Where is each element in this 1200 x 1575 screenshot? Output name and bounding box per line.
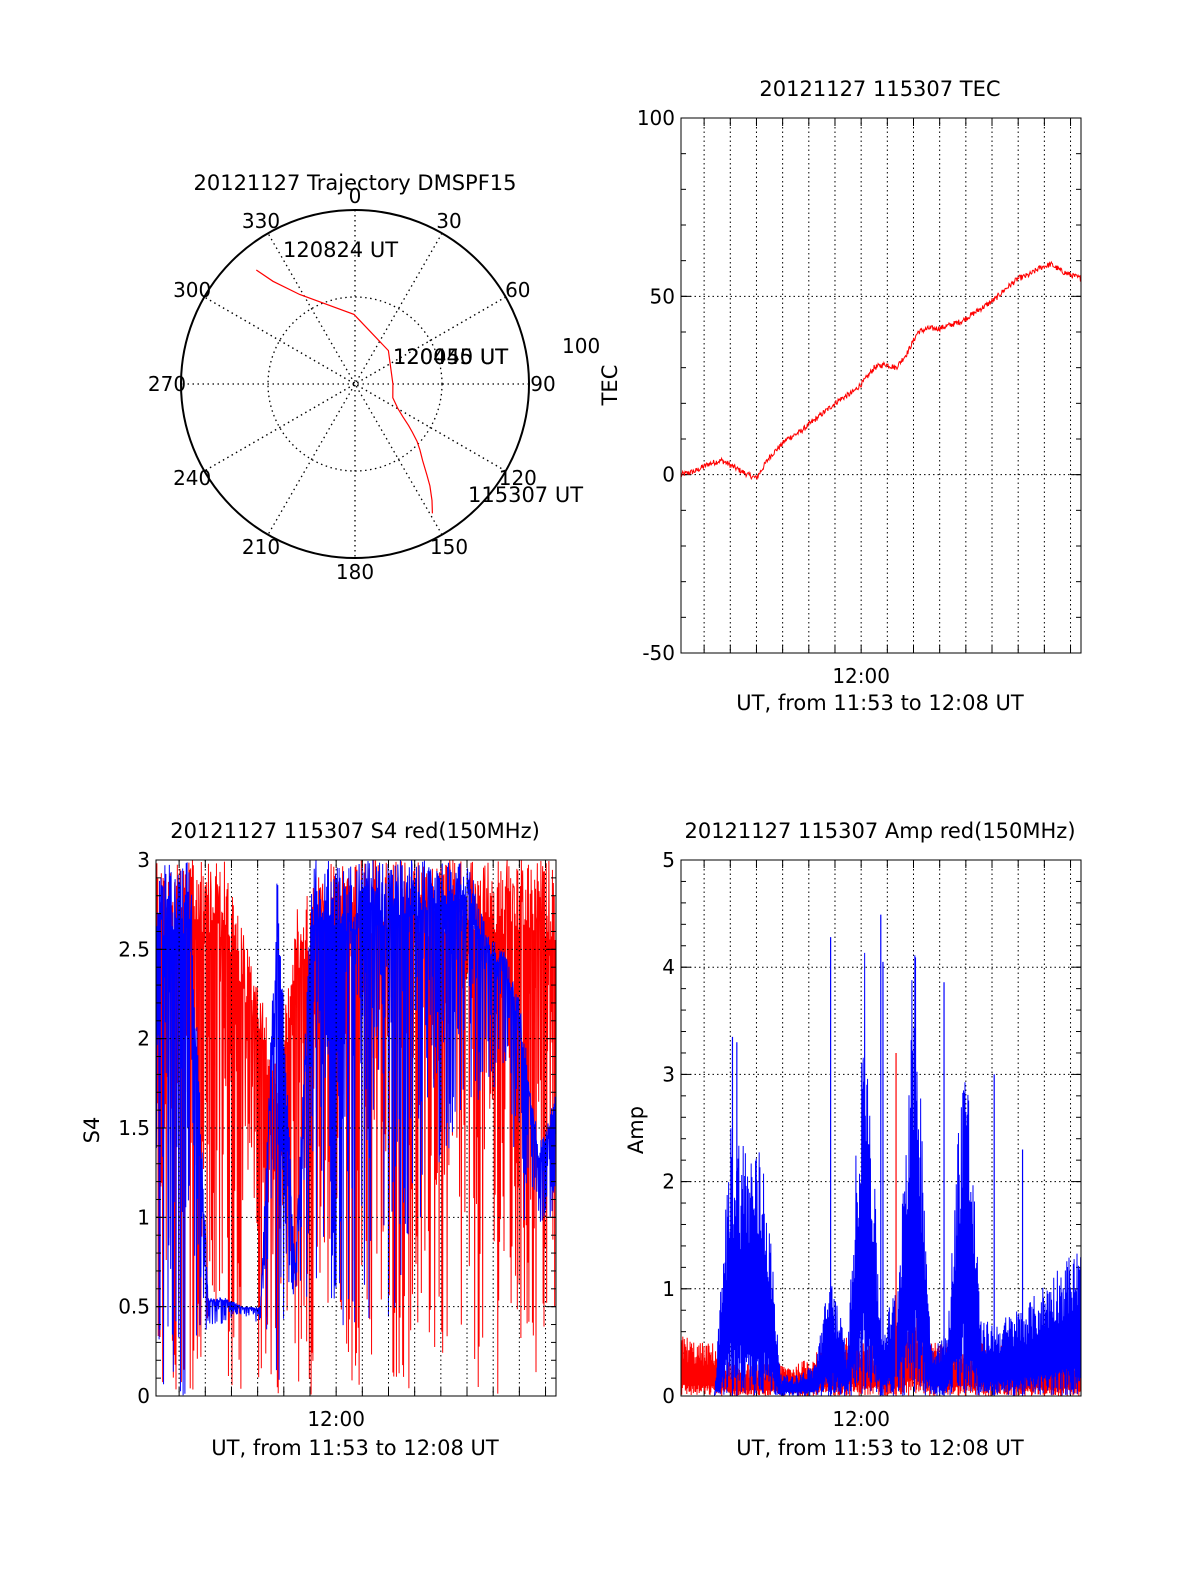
polar-angle-label: 150 — [430, 535, 468, 559]
tec-panel: 20121127 115307 TEC UT, from 11:53 to 12… — [598, 77, 1082, 715]
polar-radius-label: 100 — [562, 334, 600, 358]
s4-panel: 20121127 115307 S4 red(150MHz) UT, from … — [80, 819, 557, 1460]
trajectory-line — [255, 269, 433, 514]
amp-title: 20121127 115307 Amp red(150MHz) — [684, 819, 1075, 843]
amp-ytick-label: 3 — [662, 1062, 675, 1086]
trajectory-title: 20121127 Trajectory DMSPF15 — [193, 171, 516, 195]
s4-ytick-label: 3 — [137, 848, 150, 872]
tec-ytick-label: 0 — [662, 463, 675, 487]
tec-ytick-label: 100 — [637, 106, 675, 130]
tec-ytick-label: -50 — [642, 641, 675, 665]
tec-xlabel: UT, from 11:53 to 12:08 UT — [736, 691, 1024, 715]
s4-plot-area — [156, 860, 556, 1396]
polar-angle-label: 90 — [530, 372, 555, 396]
amp-ytick-label: 4 — [662, 955, 675, 979]
tec-ytick-label: 50 — [650, 284, 675, 308]
amp-xlabel: UT, from 11:53 to 12:08 UT — [736, 1436, 1024, 1460]
s4-ytick-label: 2 — [137, 1027, 150, 1051]
polar-angle-label: 210 — [242, 535, 280, 559]
polar-angle-label: 60 — [505, 278, 530, 302]
polar-angle-label: 300 — [173, 278, 211, 302]
polar-ring — [267, 296, 443, 472]
s4-blue-series — [156, 860, 556, 1396]
s4-xtick-label: 12:00 — [307, 1407, 365, 1431]
amp-ytick-label: 5 — [662, 848, 675, 872]
s4-ytick-label: 1 — [137, 1205, 150, 1229]
polar-outer-ring — [180, 209, 530, 559]
s4-ytick-label: 1.5 — [118, 1116, 150, 1140]
amp-ytick-label: 1 — [662, 1277, 675, 1301]
polar-angle-label: 30 — [436, 209, 461, 233]
amp-ylabel: Amp — [624, 1106, 648, 1154]
s4-plot-frame — [155, 859, 557, 1397]
tec-plot-frame — [680, 117, 1082, 654]
annotation-start-time: 115307 UT — [468, 483, 583, 507]
polar-angle-label: 180 — [336, 560, 374, 584]
trajectory-polar-panel: 20121127 Trajectory DMSPF15 0 30 60 90 120 15… — [148, 171, 600, 584]
s4-ytick-label: 2.5 — [118, 937, 150, 961]
amp-ytick-label: 0 — [662, 1384, 675, 1408]
s4-red-series — [156, 860, 556, 1395]
polar-angle-label: 330 — [242, 209, 280, 233]
amp-plot-frame — [680, 859, 1082, 1397]
amp-panel: 20121127 115307 Amp red(150MHz) UT, from… — [624, 819, 1082, 1460]
polar-angle-label: 270 — [148, 372, 186, 396]
s4-ylabel: S4 — [80, 1117, 104, 1144]
annotation-end-time: 120824 UT — [283, 238, 398, 262]
tec-xtick-label: 12:00 — [832, 664, 890, 688]
polar-angle-label: 0 — [349, 184, 362, 208]
amp-plot-area — [681, 914, 1081, 1396]
polar-angle-label: 240 — [173, 466, 211, 490]
s4-ytick-label: 0.5 — [118, 1295, 150, 1319]
tec-ylabel: TEC — [598, 365, 622, 407]
s4-title: 20121127 115307 S4 red(150MHz) — [170, 819, 540, 843]
s4-ytick-label: 0 — [137, 1384, 150, 1408]
s4-xlabel: UT, from 11:53 to 12:08 UT — [211, 1436, 499, 1460]
annotation-mid-time-1: 120045 UT — [393, 345, 508, 369]
tec-series-line — [680, 260, 1082, 481]
polar-spoke — [267, 232, 443, 536]
annotation-mid-time-2: 120450 UT — [393, 345, 508, 369]
amp-xtick-label: 12:00 — [832, 1407, 890, 1431]
tec-title: 20121127 115307 TEC — [759, 77, 1000, 101]
polar-spoke — [267, 232, 443, 536]
amp-ytick-label: 2 — [662, 1170, 675, 1194]
polar-angle-label: 120 — [499, 466, 537, 490]
